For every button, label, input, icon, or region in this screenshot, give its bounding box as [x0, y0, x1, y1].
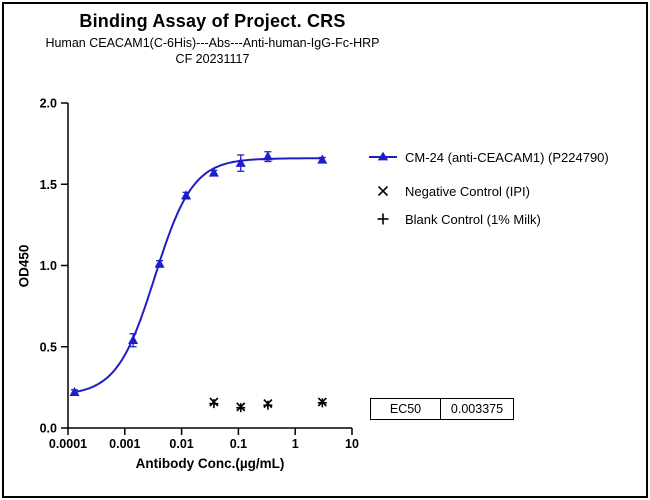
- chart-subtitle-lot: CF 20231117: [175, 52, 250, 66]
- legend-item-cm24: CM-24 (anti-CEACAM1) (P224790): [368, 146, 609, 168]
- y-tick-label: 2.0: [40, 97, 57, 111]
- legend: CM-24 (anti-CEACAM1) (P224790) Negative …: [368, 146, 609, 230]
- x-tick-label: 10: [345, 437, 359, 451]
- ec50-value: 0.003375: [440, 399, 513, 419]
- legend-label-negative-control: Negative Control (IPI): [405, 183, 530, 199]
- x-tick-label: 0.1: [230, 437, 247, 451]
- triangle-data-point: [69, 386, 80, 397]
- legend-item-negative-control: Negative Control (IPI): [368, 180, 609, 202]
- triangle-data-point: [208, 167, 219, 177]
- fit-curve: [74, 157, 323, 394]
- x-tick-label: 0.001: [109, 437, 140, 451]
- triangle-line-marker-icon: [369, 151, 397, 161]
- x-tick-label: 0.01: [169, 437, 193, 451]
- title-block: Binding Assay of Project. CRS Human CEAC…: [0, 11, 425, 66]
- x-axis-title: Antibody Conc.(µg/mL): [135, 456, 285, 471]
- triangle-data-point: [235, 157, 246, 167]
- chart-title: Binding Assay of Project. CRS: [79, 11, 346, 31]
- triangle-data-point: [262, 151, 273, 161]
- y-tick-label: 1.5: [40, 178, 57, 192]
- triangle-data-point: [317, 154, 328, 164]
- triangle-data-point: [181, 190, 192, 200]
- x-marker-icon: [377, 185, 389, 197]
- y-tick-label: 1.0: [40, 259, 57, 273]
- x-tick-label: 0.0001: [49, 437, 87, 451]
- legend-label-cm24: CM-24 (anti-CEACAM1) (P224790): [405, 149, 609, 165]
- x-tick-label: 1: [292, 437, 299, 451]
- ec50-label: EC50: [389, 402, 422, 416]
- triangle-data-point: [154, 258, 165, 268]
- y-tick-label: 0.5: [40, 340, 57, 354]
- y-axis-title: OD450: [16, 244, 32, 288]
- legend-label-blank-control: Blank Control (1% Milk): [405, 211, 541, 227]
- triangle-data-point: [128, 334, 139, 345]
- y-tick-label: 0.0: [40, 422, 57, 436]
- ec50-table: EC50 0.003375: [370, 398, 514, 420]
- plus-marker-icon: [377, 213, 389, 225]
- chart-subtitle: Human CEACAM1(C-6His)---Abs---Anti-human…: [45, 36, 380, 50]
- legend-item-blank-control: Blank Control (1% Milk): [368, 208, 609, 230]
